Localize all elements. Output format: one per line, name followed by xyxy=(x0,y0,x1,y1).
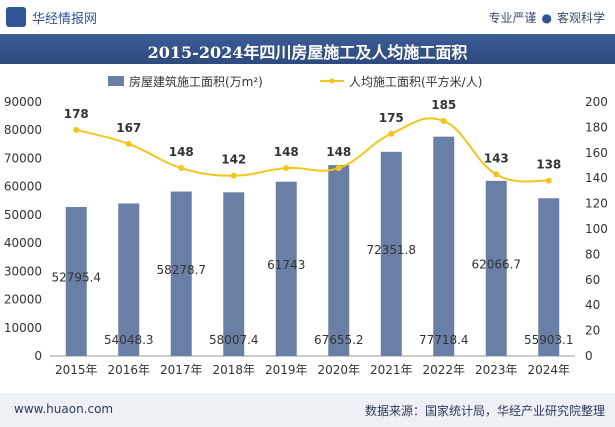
y-right-tick-label: 200 xyxy=(585,95,608,109)
footer-source: 数据来源：国家统计局，华经产业研究院整理 xyxy=(364,404,605,418)
y-right-tick-label: 180 xyxy=(585,120,608,134)
line-point xyxy=(283,165,290,172)
chart-area: 房屋建筑施工面积(万m²) 人均施工面积(平方米/人) 0 10000 20000 300… xyxy=(4,74,608,377)
x-tick-label: 2023年 xyxy=(475,363,518,377)
y-left-tick-label: 80000 xyxy=(4,123,42,137)
bar-value-label: 72351.8 xyxy=(366,243,416,257)
bar-value-label: 67655.2 xyxy=(314,333,364,347)
chart-title: 2015-2024年四川房屋施工及人均施工面积 xyxy=(147,43,468,62)
line-point xyxy=(73,126,80,133)
line-value-label: 143 xyxy=(484,151,509,165)
line-value-label: 167 xyxy=(116,121,141,135)
line-point xyxy=(230,172,237,179)
y-right-tick-label: 140 xyxy=(585,171,608,185)
y-left-tick-label: 70000 xyxy=(4,151,42,165)
bar-value-label: 58007.4 xyxy=(209,333,259,347)
line-point xyxy=(335,165,342,172)
logo-text: 华经情报网 xyxy=(32,12,98,27)
y-right-tick-label: 60 xyxy=(585,273,600,287)
legend-bar-label: 房屋建筑施工面积(万m²) xyxy=(129,74,263,89)
y-left-tick-label: 90000 xyxy=(4,95,42,109)
legend-bar-swatch xyxy=(108,76,124,86)
footer: www.huaon.com 数据来源：国家统计局，华经产业研究院整理 xyxy=(0,393,615,427)
y-right-tick-label: 0 xyxy=(585,349,593,363)
bar xyxy=(538,198,560,356)
y-left-tick-label: 0 xyxy=(34,349,42,363)
bar-value-label: 55903.1 xyxy=(524,333,574,347)
x-tick-label: 2017年 xyxy=(160,363,203,377)
top-header: 华经情报网 专业严谨 ● 客观科学 xyxy=(0,0,615,35)
line-point xyxy=(178,165,185,172)
bar-value-label: 52795.4 xyxy=(51,270,101,284)
line-point xyxy=(545,177,552,184)
footer-url: www.huaon.com xyxy=(14,402,114,416)
x-tick-label: 2015年 xyxy=(55,363,98,377)
y-left-tick-label: 20000 xyxy=(4,293,42,307)
dot-separator-icon: ● xyxy=(541,11,552,25)
y-left-tick-label: 50000 xyxy=(4,208,42,222)
line-point xyxy=(440,118,447,125)
line-series xyxy=(75,117,549,183)
tagline-left: 专业严谨 xyxy=(488,11,537,25)
bar xyxy=(275,181,297,356)
bar xyxy=(380,151,402,356)
y-right-tick-label: 40 xyxy=(585,298,600,312)
bar xyxy=(170,191,192,356)
line-value-label: 148 xyxy=(169,145,194,159)
title-bar: 2015-2024年四川房屋施工及人均施工面积 xyxy=(0,34,615,64)
line-point xyxy=(493,171,500,178)
line-value-label: 175 xyxy=(379,111,404,125)
x-tick-label: 2016年 xyxy=(107,363,150,377)
bar xyxy=(223,192,245,356)
tagline-right: 客观科学 xyxy=(556,11,605,25)
y-left-tick-label: 60000 xyxy=(4,180,42,194)
bar xyxy=(65,206,87,356)
x-tick-label: 2022年 xyxy=(422,363,465,377)
y-right-tick-label: 120 xyxy=(585,197,608,211)
bar xyxy=(118,203,140,356)
y-left-tick-label: 40000 xyxy=(4,236,42,250)
line-point xyxy=(125,140,132,147)
y-right-tick-label: 100 xyxy=(585,222,608,236)
x-tick-label: 2024年 xyxy=(527,363,570,377)
line-value-label: 148 xyxy=(326,145,351,159)
line-point xyxy=(388,130,395,137)
bar-value-label: 77718.4 xyxy=(419,333,469,347)
y-right-tick-label: 160 xyxy=(585,146,608,160)
tagline: 专业严谨 ● 客观科学 xyxy=(488,9,605,26)
x-tick-label: 2021年 xyxy=(370,363,413,377)
x-tick-label: 2018年 xyxy=(212,363,255,377)
bar xyxy=(433,136,455,356)
bar-value-label: 62066.7 xyxy=(471,257,521,271)
bar xyxy=(485,180,507,356)
logo-icon xyxy=(6,7,26,27)
legend-line-marker xyxy=(329,78,335,84)
y-left-tick-label: 10000 xyxy=(4,321,42,335)
x-tick-label: 2019年 xyxy=(265,363,308,377)
x-tick-label: 2020年 xyxy=(317,363,360,377)
bar xyxy=(328,165,350,356)
y-right-tick-label: 20 xyxy=(585,324,600,338)
y-left-tick-label: 30000 xyxy=(4,264,42,278)
legend-line-label: 人均施工面积(平方米/人) xyxy=(349,74,482,89)
bar-value-label: 54048.3 xyxy=(104,333,154,347)
line-value-label: 142 xyxy=(221,153,246,167)
bar-value-label: 58278.7 xyxy=(156,263,206,277)
line-value-label: 185 xyxy=(431,98,456,112)
line-value-label: 178 xyxy=(64,107,89,121)
line-value-label: 148 xyxy=(274,145,299,159)
y-right-tick-label: 80 xyxy=(585,247,600,261)
bar-value-label: 61743 xyxy=(267,258,305,272)
line-value-label: 138 xyxy=(536,158,561,172)
